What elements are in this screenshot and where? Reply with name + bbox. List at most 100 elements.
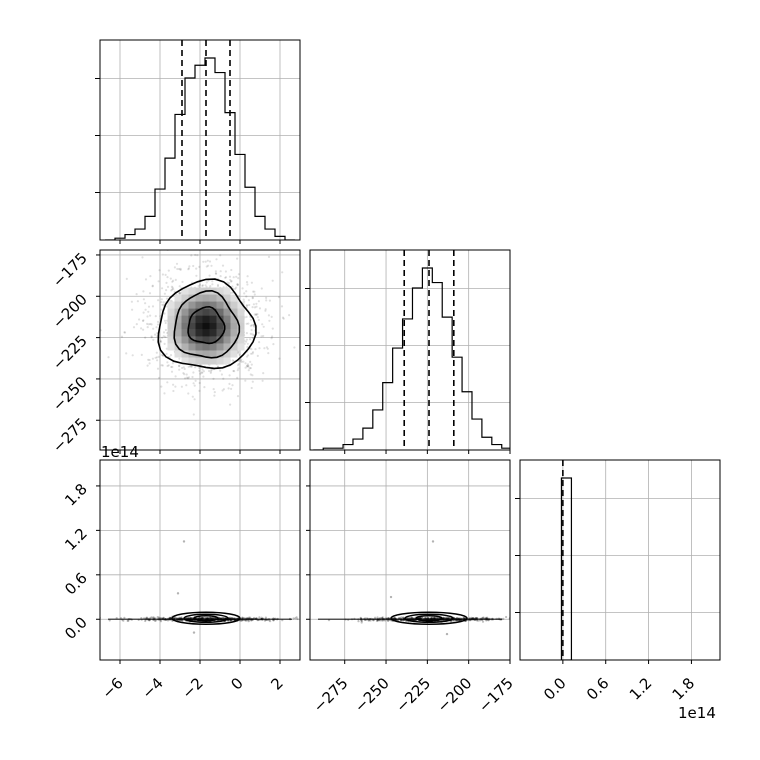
scatter-point bbox=[195, 267, 198, 270]
scatter-point bbox=[154, 315, 157, 318]
scatter-point bbox=[255, 313, 258, 316]
scatter-point bbox=[265, 296, 268, 299]
density-cell bbox=[209, 329, 217, 337]
scatter-point bbox=[178, 267, 181, 271]
scatter-point bbox=[142, 290, 145, 293]
scatter-point bbox=[169, 354, 173, 357]
scatter-point bbox=[252, 303, 255, 306]
scatter-point bbox=[243, 292, 246, 295]
histogram-bar bbox=[393, 348, 403, 450]
scatter-point bbox=[237, 367, 240, 370]
scatter-point bbox=[247, 364, 250, 368]
scatter-point bbox=[163, 292, 166, 295]
scatter-point bbox=[245, 295, 248, 298]
density-cell bbox=[174, 294, 182, 302]
scatter-point bbox=[512, 619, 514, 621]
scatter-point bbox=[135, 293, 138, 296]
scatter-point bbox=[236, 283, 239, 286]
histogram-bar bbox=[255, 216, 265, 240]
density-cell bbox=[230, 322, 238, 330]
scatter-point bbox=[167, 364, 170, 367]
scatter-point bbox=[288, 314, 291, 317]
scatter-point bbox=[262, 372, 265, 375]
scatter-point bbox=[97, 620, 99, 622]
scatter-point bbox=[215, 258, 218, 261]
scatter-point bbox=[160, 298, 163, 301]
scatter-point bbox=[179, 267, 182, 270]
scatter-point bbox=[107, 356, 110, 359]
histogram-bar bbox=[215, 73, 225, 240]
histogram-bar bbox=[442, 317, 452, 450]
scatter-point bbox=[431, 540, 435, 543]
scatter-point bbox=[163, 319, 167, 322]
scatter-point bbox=[201, 284, 204, 287]
scatter-point bbox=[165, 347, 168, 350]
scatter-point bbox=[228, 616, 231, 620]
scatter-point bbox=[150, 616, 153, 619]
scatter-point bbox=[251, 352, 254, 355]
density-cell bbox=[188, 301, 196, 309]
scatter-point bbox=[230, 387, 233, 390]
scatter-point bbox=[161, 364, 164, 367]
scatter-point bbox=[244, 379, 247, 382]
scatter-point bbox=[188, 616, 191, 619]
scatter-point bbox=[135, 323, 138, 326]
histogram-bar bbox=[145, 216, 155, 240]
density-cell bbox=[223, 343, 231, 351]
scatter-point bbox=[247, 299, 250, 302]
scatter-point bbox=[248, 367, 251, 370]
density-cell bbox=[223, 329, 231, 337]
density-cell bbox=[209, 315, 217, 323]
scatter-point bbox=[226, 281, 229, 284]
scatter-point bbox=[146, 616, 149, 619]
density-cell bbox=[174, 322, 182, 330]
scatter-point bbox=[260, 287, 263, 290]
density-cell bbox=[195, 336, 203, 344]
grid-lines bbox=[520, 460, 720, 660]
x-tick-label: −225 bbox=[392, 674, 434, 716]
scatter-point bbox=[207, 264, 210, 267]
scatter-point bbox=[174, 385, 177, 388]
density-cell bbox=[209, 336, 217, 344]
scatter-point bbox=[271, 279, 274, 282]
scatter-point bbox=[154, 356, 157, 359]
y-tick-label: 1.2 bbox=[61, 524, 91, 554]
y-tick-label: −200 bbox=[49, 290, 91, 332]
scatter-point bbox=[229, 280, 233, 283]
scatter-point bbox=[258, 347, 261, 350]
scatter-point bbox=[244, 366, 247, 369]
histogram-marks bbox=[560, 460, 573, 660]
scatter-point bbox=[249, 318, 252, 321]
density-cell bbox=[202, 294, 210, 302]
scatter-point bbox=[147, 358, 150, 361]
scatter-point bbox=[202, 375, 205, 378]
scatter-point bbox=[229, 403, 232, 406]
scatter-point bbox=[210, 264, 213, 267]
density-cell bbox=[181, 357, 189, 365]
scatter-point bbox=[171, 280, 174, 283]
scatter-point bbox=[212, 377, 215, 380]
scatter-point bbox=[178, 365, 181, 368]
scatter-point bbox=[376, 616, 379, 619]
scatter-point bbox=[191, 375, 194, 379]
scatter-point bbox=[180, 385, 183, 388]
scatter-point bbox=[193, 398, 196, 401]
scatter-point bbox=[125, 277, 128, 280]
scatter-point bbox=[251, 296, 254, 299]
scatter-point bbox=[178, 291, 181, 294]
scatter-point bbox=[131, 308, 134, 311]
scatter-point bbox=[145, 616, 148, 619]
scatter-point bbox=[178, 357, 181, 360]
scatter-point bbox=[505, 615, 508, 619]
scatter-point bbox=[156, 320, 160, 323]
scatter-point bbox=[264, 309, 267, 312]
scatter-point bbox=[357, 620, 360, 623]
scatter-point bbox=[245, 281, 249, 284]
scatter-point bbox=[174, 375, 177, 378]
scatter-point bbox=[142, 298, 145, 301]
scatter-point bbox=[240, 360, 243, 363]
scatter-point bbox=[252, 290, 255, 293]
scatter-point bbox=[513, 619, 515, 621]
scatter-point bbox=[131, 354, 134, 357]
density-cell bbox=[216, 308, 224, 316]
